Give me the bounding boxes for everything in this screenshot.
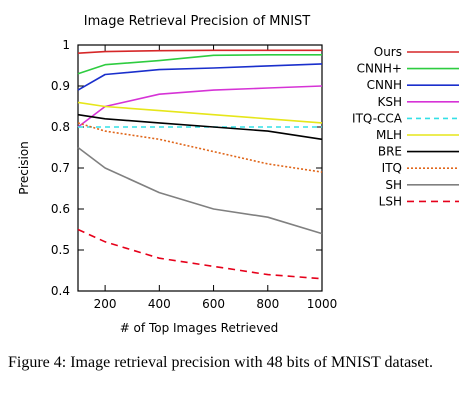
legend-label-lsh: LSH — [379, 194, 402, 208]
legend-label-itq: ITQ — [382, 161, 402, 175]
x-tick-label: 600 — [202, 297, 225, 311]
x-axis-label: # of Top Images Retrieved — [120, 321, 279, 335]
legend-label-cnnh: CNNH — [367, 78, 402, 92]
x-tick-label: 200 — [94, 297, 117, 311]
plot-lines — [77, 49, 323, 280]
series-line-cnnh — [77, 63, 323, 91]
series-line-ours — [77, 49, 322, 54]
series-line-ksh — [77, 85, 323, 128]
series-line-lsh — [77, 228, 323, 280]
legend-label-cnnh: CNNH+ — [357, 62, 402, 76]
series-line-mlh — [77, 101, 323, 124]
figure-caption: Figure 4: Image retrieval precision with… — [8, 354, 433, 371]
legend: Ours CNNH+ CNNH KSH ITQ-CCA MLH BRE ITQ SH LSH — [352, 45, 459, 208]
y-axis-ticks: 0.4 0.5 0.6 0.7 0.8 0.9 1 — [51, 38, 322, 298]
y-tick-label: 0.8 — [51, 120, 70, 134]
series-line-cnnh — [77, 53, 322, 75]
legend-label-ksh: KSH — [377, 95, 402, 109]
y-tick-label: 1 — [62, 38, 70, 52]
x-axis-ticks: 200 400 600 800 1000 — [94, 45, 338, 311]
legend-label-sh: SH — [385, 178, 402, 192]
x-tick-label: 400 — [148, 297, 171, 311]
y-axis-label: Precision — [17, 141, 31, 195]
line-chart: Image Retrieval Precision of MNIST 0.40.… — [17, 14, 459, 335]
y-tick-label: 0.6 — [51, 202, 70, 216]
series-line-bre — [77, 113, 323, 141]
legend-label-ours: Ours — [374, 45, 402, 59]
legend-label-bre: BRE — [378, 145, 402, 159]
y-tick-label: 0.4 — [51, 284, 70, 298]
plot-frame — [77, 44, 323, 292]
legend-label-mlh: MLH — [376, 128, 402, 142]
series-line-sh — [77, 146, 323, 235]
chart-title: Image Retrieval Precision of MNIST — [84, 14, 311, 29]
y-tick-label: 0.9 — [51, 79, 70, 93]
legend-label-itq-cca: ITQ-CCA — [352, 111, 403, 125]
series-line-itq — [77, 122, 323, 173]
y-tick-label: 0.7 — [51, 161, 70, 175]
y-tick-label: 0.5 — [51, 243, 70, 257]
x-tick-label: 1000 — [307, 297, 338, 311]
x-tick-label: 800 — [256, 297, 279, 311]
